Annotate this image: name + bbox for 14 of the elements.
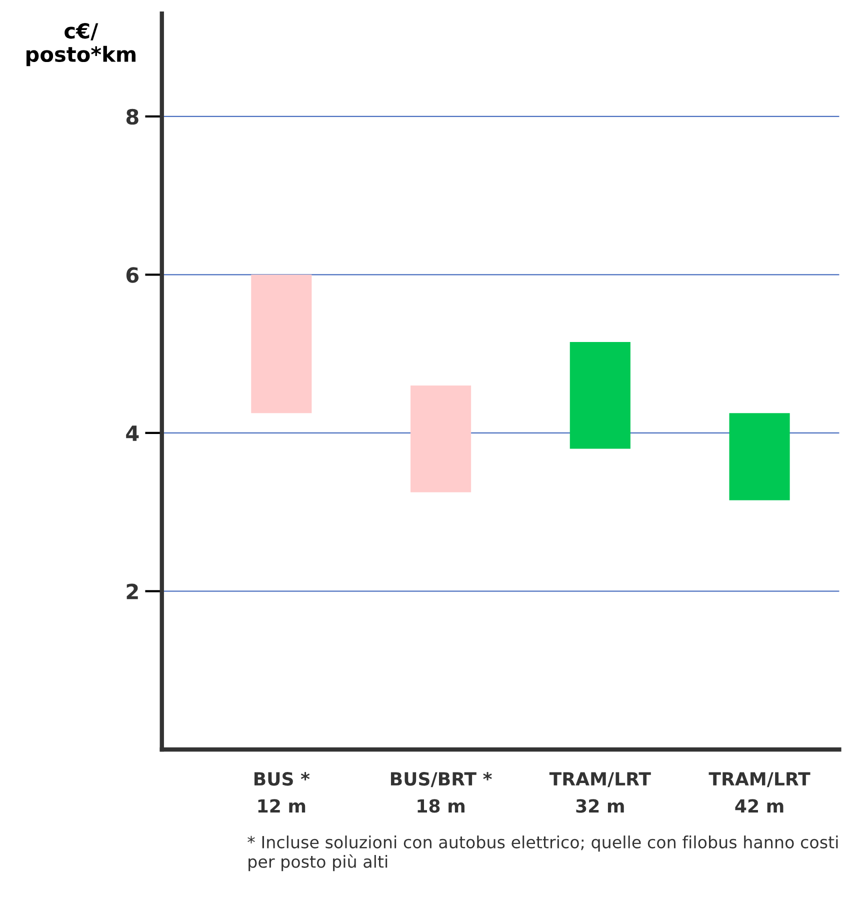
x-tick-label: BUS * 12 m — [254, 772, 310, 813]
x-tick-label: TRAM/LRT 42 m — [708, 772, 810, 813]
y-tick-label: 4 — [126, 426, 139, 441]
y-axis-title: c€/ posto*km — [26, 22, 136, 66]
x-tick-label: TRAM/LRT 32 m — [549, 772, 651, 813]
bar — [410, 385, 472, 492]
x-tick-label: BUS/BRT * 18 m — [390, 772, 492, 813]
text: * Incluse soluzioni con autobus elettrico; quelle con filobus hanno costi per posto più alti — [248, 836, 838, 872]
y-tick-label: 2 — [126, 584, 138, 600]
y-tick-label: 8 — [126, 108, 138, 125]
bar — [570, 342, 630, 449]
bar — [251, 274, 312, 414]
bar — [729, 413, 790, 500]
y-tick-label: 6 — [126, 267, 139, 283]
